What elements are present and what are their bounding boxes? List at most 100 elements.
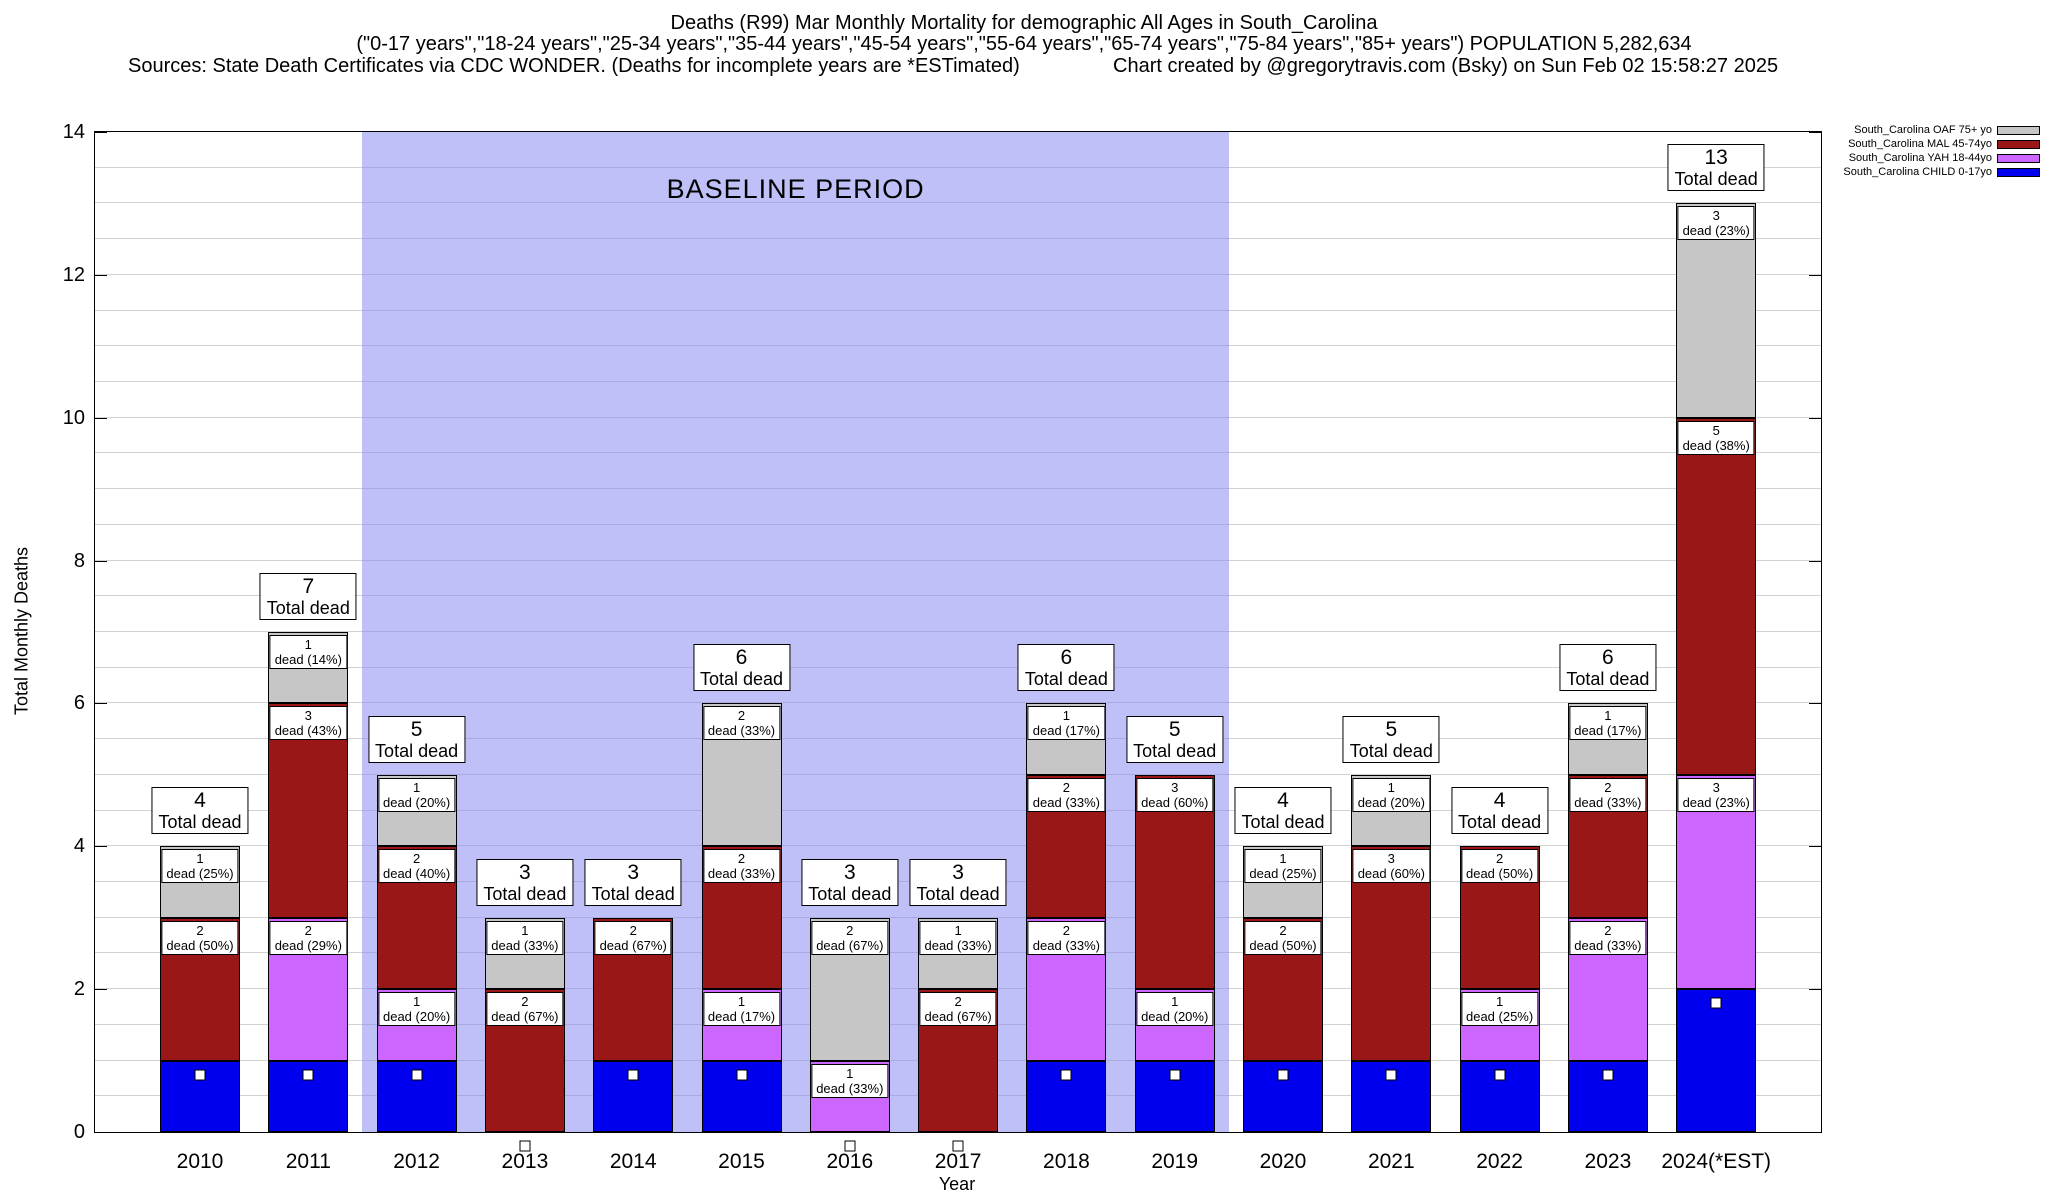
bar-segment-child	[268, 1060, 349, 1132]
y-tick-label: 2	[73, 978, 85, 1001]
x-tick-label: 2013	[501, 1150, 549, 1173]
x-axis-title: Year	[938, 1174, 976, 1194]
plot-area: BASELINE PERIOD 0 2 4 6 8 10 12 14 2 dead (50%) 1 de…	[63, 121, 1822, 1173]
child-deaths-marker	[1060, 1069, 1072, 1081]
segment-count: 3	[1387, 851, 1395, 867]
total-dead-text: Total dead	[483, 883, 567, 904]
bar-segment-child	[1134, 1060, 1215, 1132]
legend-label: South_Carolina CHILD 0-17yo	[1843, 166, 1992, 178]
x-tick-label: 2019	[1151, 1150, 1199, 1173]
total-dead-text: Total dead	[266, 598, 350, 618]
segment-count-label: 2 dead (33%)	[1027, 777, 1105, 812]
total-dead-text: Total dead	[1674, 169, 1758, 190]
segment-count-label: 1 dead (25%)	[1460, 992, 1539, 1027]
segment-percent: dead (33%)	[707, 723, 776, 739]
segment-percent: dead (29%)	[274, 937, 342, 953]
bar-segment-child	[376, 1060, 457, 1132]
y-tick-mark	[95, 846, 107, 848]
segment-percent: dead (20%)	[382, 1009, 451, 1025]
total-dead-count: 3	[519, 860, 531, 884]
segment-percent: dead (33%)	[707, 866, 776, 882]
segment-percent: dead (33%)	[1032, 794, 1100, 810]
segment-percent: dead (33%)	[924, 937, 992, 953]
segment-count-label: 3 dead (43%)	[269, 706, 347, 741]
segment-count: 2	[629, 922, 637, 938]
total-dead-label: 4 Total dead	[1451, 787, 1549, 835]
legend-swatch-mal	[1997, 140, 2040, 149]
y-tick-mark	[1809, 703, 1821, 705]
segment-count: 2	[196, 922, 204, 938]
y-tick-mark	[1809, 989, 1821, 991]
child-deaths-marker	[952, 1140, 964, 1152]
segment-count: 2	[304, 922, 312, 938]
y-tick-mark	[95, 132, 107, 133]
y-tick-label: 4	[73, 835, 85, 858]
segment-count: 3	[1171, 779, 1179, 795]
segment-percent: dead (67%)	[924, 1009, 992, 1025]
total-dead-count: 4	[1277, 789, 1289, 813]
x-tick-label: 2020	[1259, 1150, 1307, 1173]
x-tick-label: 2010	[176, 1150, 224, 1173]
child-deaths-marker	[302, 1069, 314, 1081]
total-dead-text: Total dead	[916, 883, 1000, 904]
segment-count: 2	[846, 922, 854, 938]
child-deaths-marker	[844, 1140, 856, 1152]
total-dead-label: 5 Total dead	[1342, 715, 1440, 763]
segment-percent: dead (33%)	[491, 937, 559, 953]
total-dead-text: Total dead	[1349, 740, 1433, 761]
segment-percent: dead (17%)	[707, 1009, 776, 1025]
segment-count-label: 1 dead (20%)	[1352, 777, 1430, 812]
y-axis-title: Total Monthly Deaths	[11, 546, 32, 716]
total-dead-text: Total dead	[1024, 669, 1108, 690]
x-tick-label: 2014	[609, 1150, 657, 1173]
child-deaths-marker	[1710, 997, 1722, 1009]
segment-count-label: 5 dead (38%)	[1677, 420, 1755, 455]
segment-count: 1	[412, 779, 421, 795]
child-deaths-marker	[194, 1069, 206, 1081]
total-dead-label: 6 Total dead	[1559, 644, 1657, 692]
total-dead-text: Total dead	[808, 883, 892, 904]
legend-row-child: South_Carolina CHILD 0-17yo	[1843, 167, 2040, 178]
child-deaths-marker	[519, 1140, 531, 1152]
child-deaths-marker	[1277, 1069, 1289, 1081]
segment-percent: dead (20%)	[1357, 794, 1425, 810]
segment-count-label: 2 dead (33%)	[1027, 920, 1105, 955]
total-dead-label: 6 Total dead	[692, 644, 791, 692]
segment-count-label: 1 dead (20%)	[377, 992, 456, 1027]
segment-count-label: 2 dead (33%)	[1569, 920, 1647, 955]
y-tick-mark	[95, 560, 107, 562]
y-tick-mark	[95, 989, 107, 991]
segment-count: 1	[1387, 779, 1395, 795]
chart-subtitle-demographics: ("0-17 years","18-24 years","25-34 years…	[356, 33, 1692, 55]
legend-swatch-child	[1997, 168, 2040, 177]
segment-percent: dead (17%)	[1574, 723, 1642, 739]
segment-percent: dead (67%)	[816, 937, 884, 953]
segment-percent: dead (43%)	[274, 723, 342, 739]
total-dead-text: Total dead	[591, 883, 675, 904]
legend-row-yah: South_Carolina YAH 18-44yo	[1843, 153, 2040, 164]
segment-percent: dead (67%)	[599, 937, 667, 953]
segment-percent: dead (20%)	[1141, 1009, 1209, 1025]
child-deaths-marker	[627, 1069, 639, 1081]
segment-percent: dead (50%)	[1465, 866, 1534, 882]
child-deaths-marker	[736, 1069, 747, 1081]
legend-label: South_Carolina YAH 18-44yo	[1848, 152, 1992, 164]
segment-count: 3	[304, 708, 312, 724]
y-tick-label: 12	[62, 263, 85, 286]
total-dead-text: Total dead	[1566, 669, 1650, 690]
total-dead-text: Total dead	[158, 812, 242, 833]
segment-percent: dead (20%)	[382, 794, 451, 810]
y-tick-mark	[1809, 132, 1821, 133]
y-tick-label: 0	[73, 1121, 85, 1143]
segment-count: 1	[954, 922, 962, 938]
y-tick-mark	[95, 417, 107, 419]
segment-count: 2	[1062, 779, 1070, 795]
segment-count-label: 1 dead (17%)	[1569, 706, 1647, 741]
segment-count: 2	[954, 994, 962, 1010]
x-tick-label: 2016	[826, 1150, 874, 1173]
total-dead-label: 3 Total dead	[584, 858, 682, 906]
segment-count-label: 3 dead (60%)	[1352, 849, 1430, 884]
segment-count: 1	[1495, 994, 1504, 1010]
segment-count-label: 1 dead (33%)	[811, 1063, 889, 1098]
